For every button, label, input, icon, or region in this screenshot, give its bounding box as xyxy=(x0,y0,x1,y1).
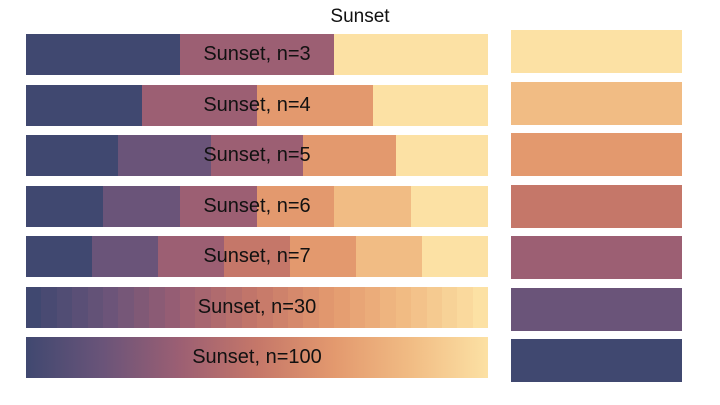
figure-title: Sunset xyxy=(330,6,390,27)
ramp-segment xyxy=(180,287,196,328)
ramp-segment xyxy=(356,236,422,277)
ramp-segment xyxy=(180,34,334,75)
ramp-segment xyxy=(303,135,396,176)
ramp-segment xyxy=(118,135,211,176)
ramp-n3: Sunset, n=3 xyxy=(26,34,488,75)
ramp-segment xyxy=(334,186,411,227)
ramp-segment xyxy=(141,85,257,126)
ramp-segment xyxy=(334,287,350,328)
ramp-segment xyxy=(411,287,427,328)
palette-swatch xyxy=(511,236,682,279)
ramp-segment xyxy=(457,287,473,328)
ramp-segment xyxy=(195,287,211,328)
ramp-segment xyxy=(158,236,224,277)
palette-swatch xyxy=(511,82,682,125)
ramp-segment xyxy=(103,186,180,227)
ramp-segment xyxy=(26,186,103,227)
ramp-n7: Sunset, n=7 xyxy=(26,236,488,277)
palette-swatch xyxy=(511,185,682,228)
ramp-segment xyxy=(87,287,104,328)
ramp-segment xyxy=(26,34,180,75)
ramp-segment xyxy=(395,135,488,176)
ramp-segment xyxy=(103,287,119,328)
ramp-segment xyxy=(257,287,273,328)
ramp-segment xyxy=(303,287,319,328)
ramp-segment xyxy=(26,135,119,176)
ramp-segment xyxy=(180,186,257,227)
ramp-segment xyxy=(472,287,488,328)
ramp-segment xyxy=(118,287,134,328)
ramp-segment xyxy=(380,287,396,328)
ramp-segment xyxy=(372,85,488,126)
ramp-segment xyxy=(349,287,365,328)
ramp-segment xyxy=(241,287,258,328)
ramp-segment xyxy=(290,236,356,277)
ramp-segment xyxy=(334,34,488,75)
ramp-segment xyxy=(72,287,88,328)
ramp-n100: Sunset, n=100 xyxy=(26,337,488,378)
ramp-segment xyxy=(41,287,57,328)
ramp-segment xyxy=(364,287,381,328)
ramp-n4: Sunset, n=4 xyxy=(26,85,488,126)
ramp-segment xyxy=(272,287,288,328)
ramp-segment xyxy=(164,287,181,328)
ramp-n6: Sunset, n=6 xyxy=(26,186,488,227)
ramp-segment xyxy=(210,287,227,328)
palette-swatch xyxy=(511,288,682,331)
ramp-segment xyxy=(149,287,165,328)
ramp-segment xyxy=(56,287,73,328)
ramp-segment xyxy=(287,287,304,328)
ramp-segment xyxy=(318,287,335,328)
ramp-n5: Sunset, n=5 xyxy=(26,135,488,176)
ramp-segment xyxy=(441,287,458,328)
ramp-segment xyxy=(133,287,150,328)
ramp-segment xyxy=(395,287,412,328)
ramp-segment xyxy=(210,135,304,176)
ramp-segment xyxy=(26,236,92,277)
palette-swatch xyxy=(511,30,682,73)
ramp-n30: Sunset, n=30 xyxy=(26,287,488,328)
ramp-segment xyxy=(257,85,373,126)
ramp-segment xyxy=(257,186,334,227)
ramp-segment xyxy=(26,85,142,126)
ramp-segment xyxy=(422,236,488,277)
ramp-label: Sunset, n=100 xyxy=(192,346,322,368)
palette-swatch xyxy=(511,339,682,382)
ramp-segment xyxy=(411,186,488,227)
palette-swatch xyxy=(511,133,682,176)
ramp-segment xyxy=(426,287,442,328)
ramp-segment xyxy=(226,287,242,328)
ramp-segment xyxy=(92,236,158,277)
ramp-segment xyxy=(26,287,42,328)
ramp-segment xyxy=(224,236,290,277)
